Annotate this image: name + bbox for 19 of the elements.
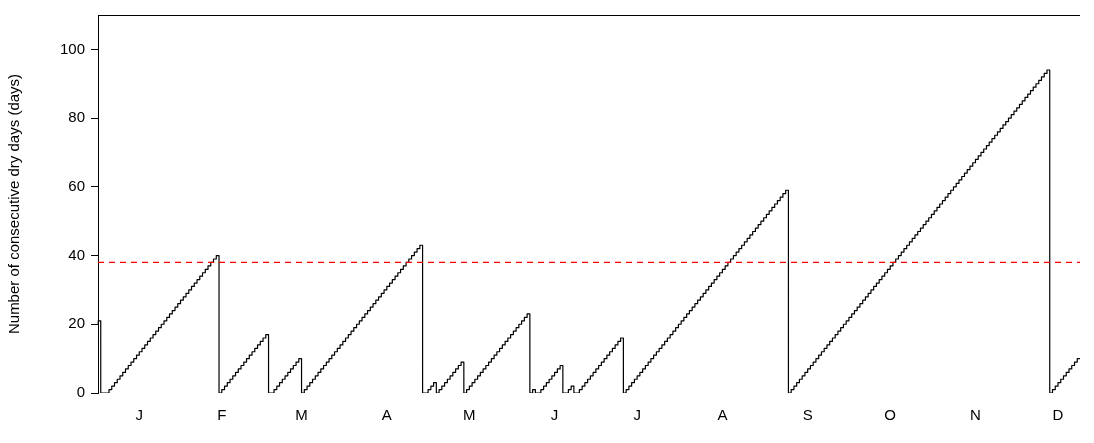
x-tick-label: M bbox=[463, 406, 476, 424]
x-tick-label: M bbox=[295, 406, 308, 424]
y-axis-title: Number of consecutive dry days (days) bbox=[5, 73, 23, 335]
x-tick-label: J bbox=[550, 406, 559, 424]
x-tick-label: O bbox=[884, 406, 897, 424]
y-tick-label: 60 bbox=[68, 176, 85, 194]
y-tick-label: 0 bbox=[76, 383, 85, 401]
y-tick-label: 20 bbox=[68, 314, 85, 332]
x-tick-label: D bbox=[1052, 406, 1064, 424]
y-tick-label: 80 bbox=[68, 108, 85, 126]
x-tick-label: F bbox=[217, 406, 227, 424]
y-tick-label: 100 bbox=[59, 39, 85, 57]
x-tick-label: S bbox=[802, 406, 813, 424]
x-tick-label: J bbox=[633, 406, 641, 424]
x-tick-label: N bbox=[970, 406, 981, 424]
x-tick-label: A bbox=[717, 406, 728, 424]
x-tick-label: A bbox=[381, 406, 392, 424]
x-tick-label: J bbox=[135, 406, 144, 424]
y-tick-label: 40 bbox=[68, 245, 85, 263]
